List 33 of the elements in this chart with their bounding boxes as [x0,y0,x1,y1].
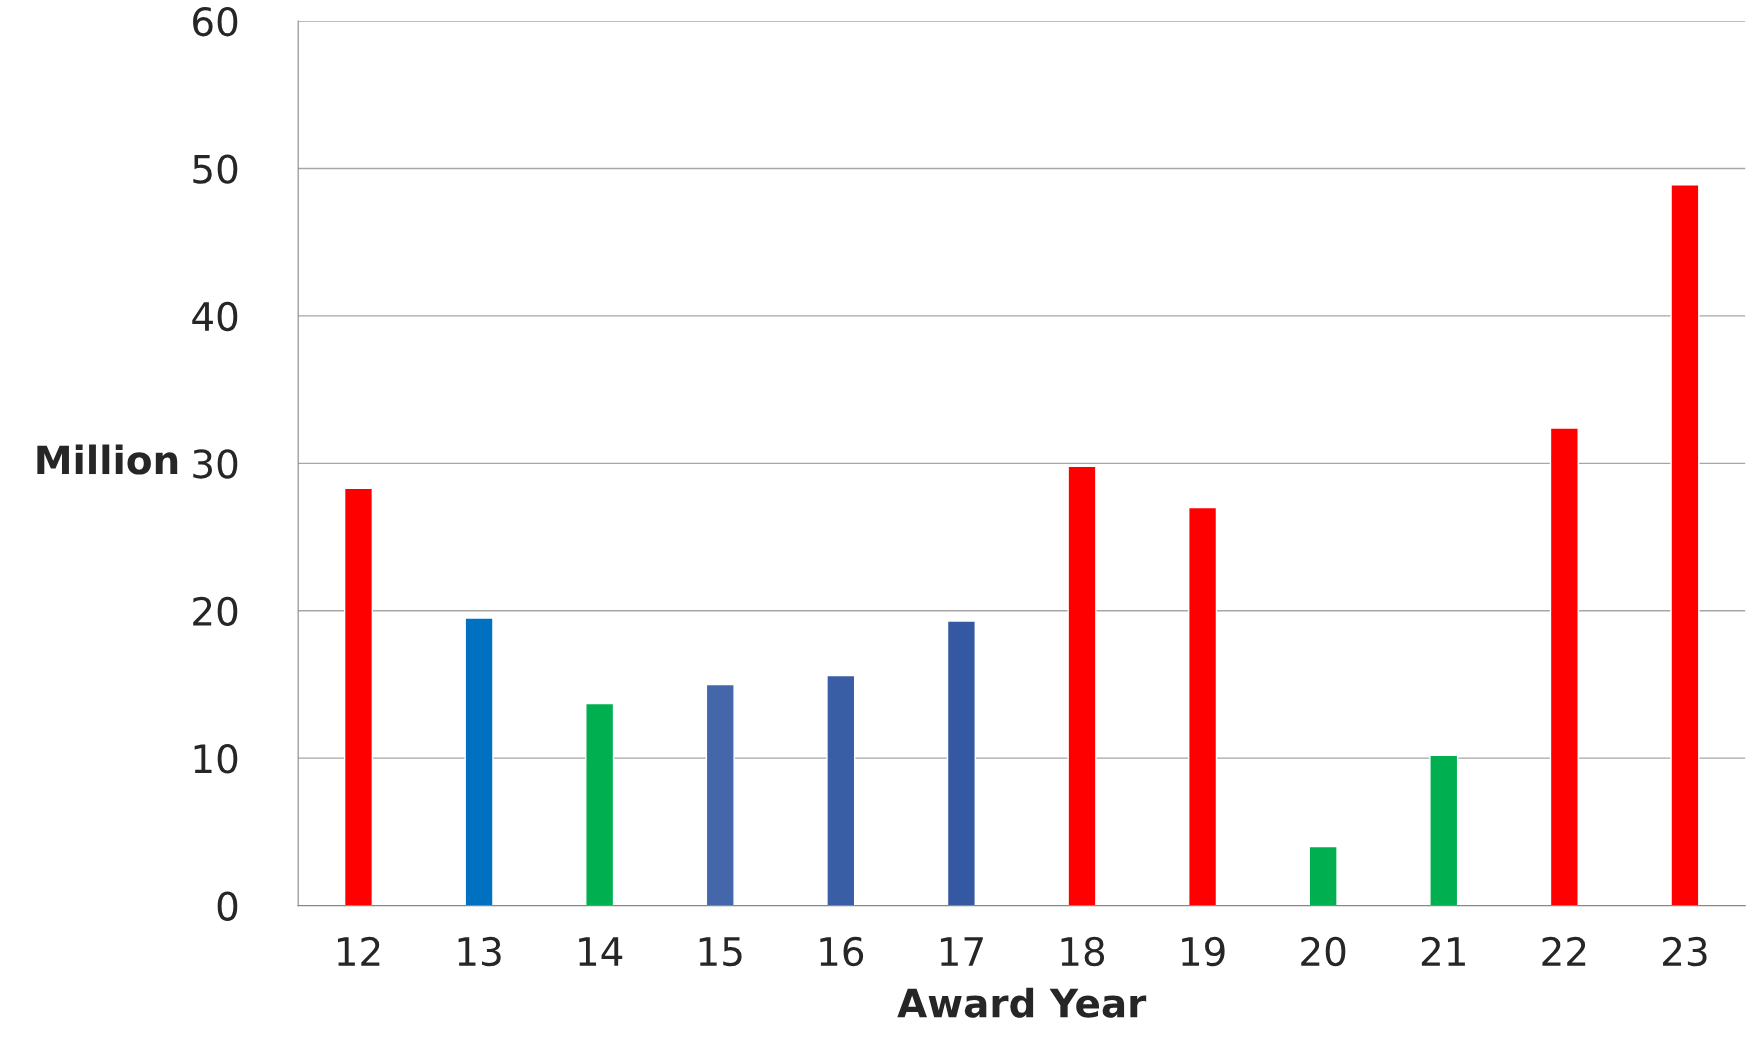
x-tick-label: 21 [1421,936,1465,966]
x-tick-label: 12 [338,936,380,966]
x-tick-label: 20 [1301,936,1346,967]
x-tick-label: 22 [1542,936,1586,966]
bar [343,487,374,906]
y-tick-label: 40 [192,301,238,332]
y-tick-label: 30 [193,449,238,479]
x-tick-label: 23 [1663,936,1707,967]
bar [1188,506,1218,906]
bar [1067,465,1097,906]
x-tick-label: 19 [1182,936,1225,967]
x-tick-label: 14 [579,937,623,966]
y-tick-label: 0 [217,891,238,921]
bar [1429,754,1459,906]
x-axis-title: Award Year [897,987,1147,1018]
x-tick-label: 18 [1061,936,1105,967]
bar [826,674,856,906]
y-axis-title: Million [37,444,178,475]
bar [946,620,976,906]
y-tick-label: 10 [194,744,238,774]
x-tick-label: 15 [699,937,742,967]
bar [464,617,494,906]
y-tick-label: 50 [193,154,238,184]
x-tick-label: 16 [820,936,864,967]
bar [705,683,735,906]
x-tick-label: 17 [940,937,983,966]
y-tick-label: 60 [193,6,238,37]
bar [1308,845,1338,906]
bar [1670,184,1700,906]
x-tick-label: 13 [458,936,501,967]
bar [1549,427,1579,906]
y-tick-label: 20 [193,596,238,627]
bar [585,702,615,906]
